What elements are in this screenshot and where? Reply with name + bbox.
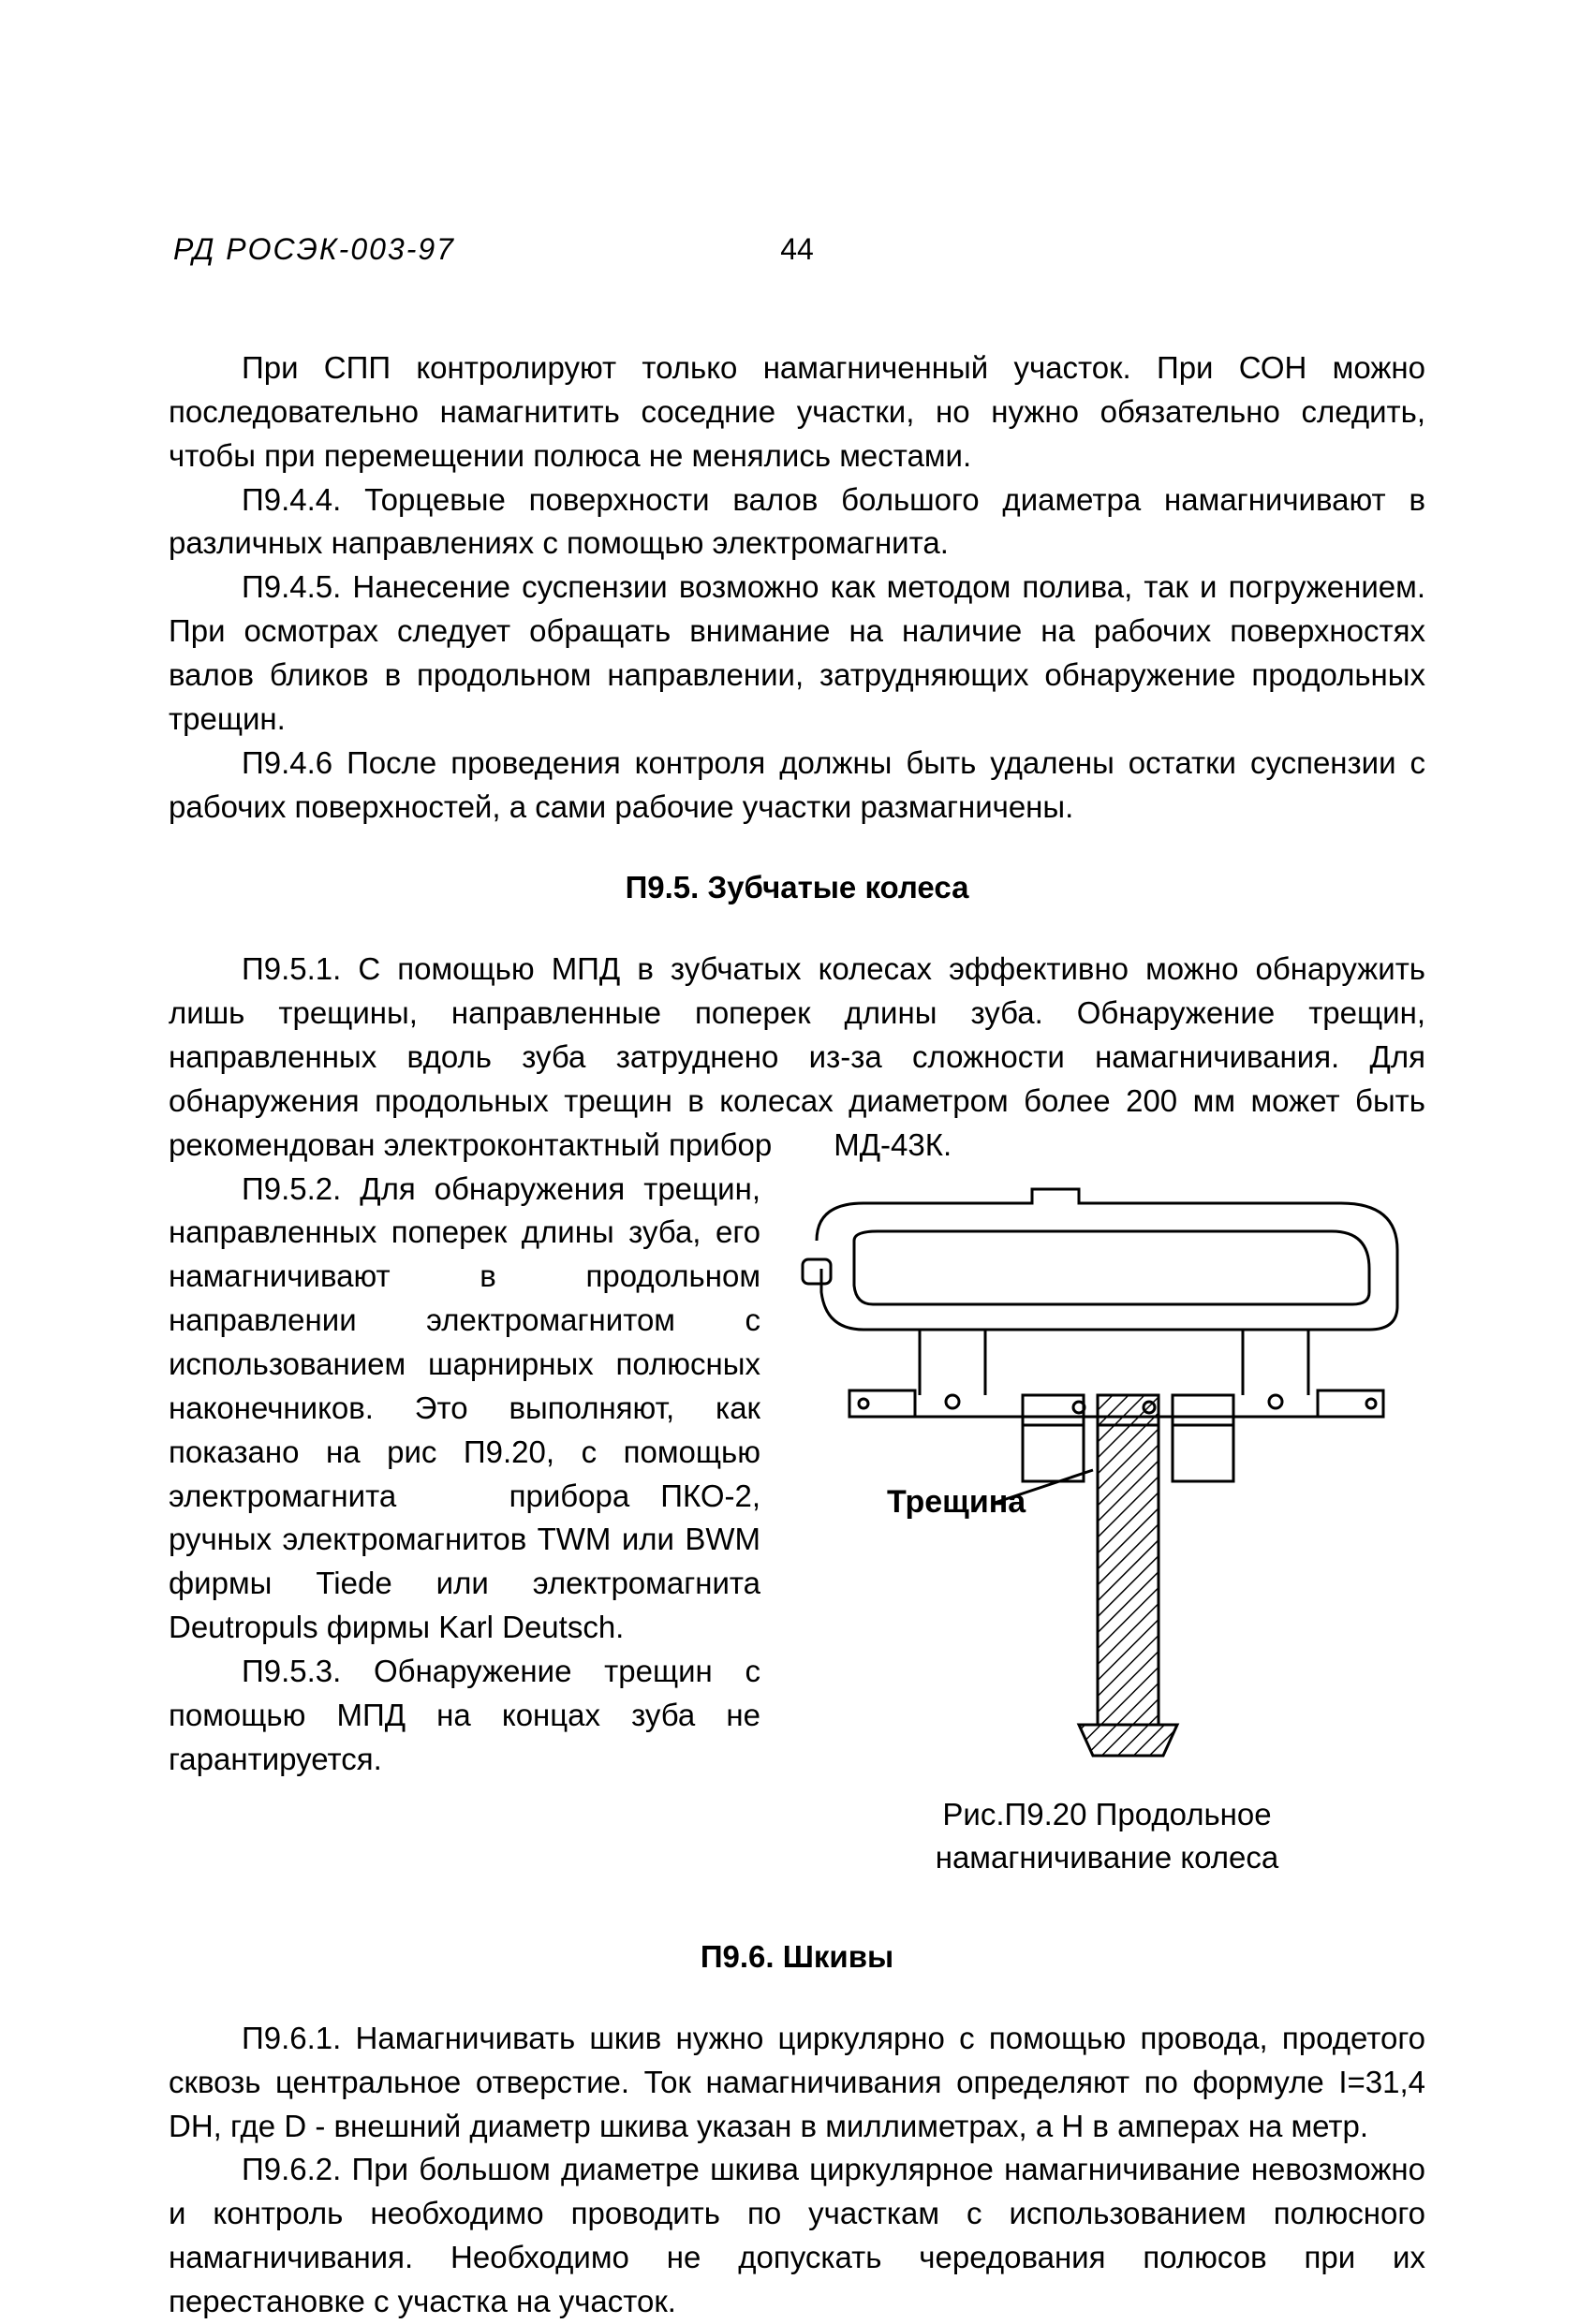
figure-crack-label: Трещина [887, 1484, 1026, 1520]
section-p95-body: П9.5.1. С помощью МПД в зубчатых колесах… [169, 948, 1425, 1898]
para-p945: П9.4.5. Нанесение суспензии возможно как… [169, 566, 1425, 741]
para-spp: При СПП контролируют только намагниченны… [169, 346, 1425, 478]
para-p961: П9.6.1. Намагничивать шкив нужно циркуля… [169, 2017, 1425, 2149]
doc-id: РД РОСЭК-003-97 [173, 232, 455, 267]
heading-p95: П9.5. Зубчатые колеса [169, 866, 1425, 910]
para-p951: П9.5.1. С помощью МПД в зубчатых колесах… [169, 948, 1425, 1167]
para-p944: П9.4.4. Торцевые поверхности валов больш… [169, 478, 1425, 566]
para-p946: П9.4.6 После проведения контроля должны … [169, 742, 1425, 830]
page-number: 44 [780, 232, 814, 267]
figure-p920: Трещина Рис.П9.20 Продольное намагничива… [789, 1184, 1425, 1879]
para-p962: П9.6.2. При большом диаметре шкива цирку… [169, 2148, 1425, 2323]
page-container: РД РОСЭК-003-97 44 При СПП контролируют … [0, 0, 1594, 2323]
figure-svg: Трещина [798, 1184, 1416, 1765]
figure-caption: Рис.П9.20 Продольное намагничивание коле… [789, 1793, 1425, 1879]
heading-p96: П9.6. Шкивы [169, 1935, 1425, 1979]
figure-caption-line2: намагничивание колеса [936, 1840, 1279, 1875]
figure-caption-line1: Рис.П9.20 Продольное [942, 1797, 1271, 1831]
body-text: При СПП контролируют только намагниченны… [169, 346, 1425, 2324]
